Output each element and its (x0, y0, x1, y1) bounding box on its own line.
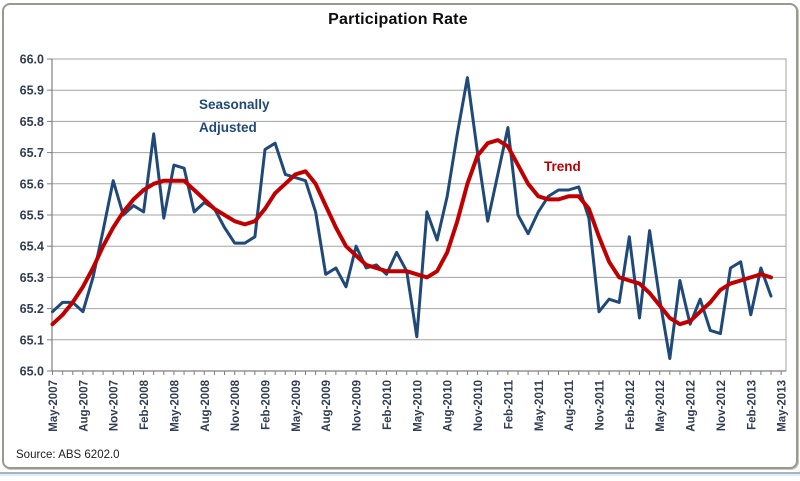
chart-title: Participation Rate (328, 11, 468, 28)
x-tick-label: Feb-2013 (746, 380, 758, 430)
tick-marks (47, 58, 782, 375)
x-tick-label: Nov-2011 (594, 379, 606, 430)
y-tick-label: 65.2 (20, 302, 44, 316)
y-tick-label: 65.3 (20, 271, 44, 285)
series-label-seasonally-adjusted: Seasonally Adjusted (199, 93, 270, 139)
x-tick-label: Aug-2007 (78, 380, 90, 432)
x-tick-label: Nov-2012 (716, 380, 728, 431)
x-axis-labels: May-2007 Aug-2007 Nov-2007 Feb-2008 May-2008… (48, 379, 789, 431)
series-label-trend: Trend (544, 159, 581, 174)
series-label-line2: Adjusted (199, 120, 257, 135)
x-tick-label: May-2007 (48, 380, 60, 432)
gridlines (52, 89, 786, 341)
y-tick-label: 65.0 (20, 365, 44, 379)
x-tick-label: Nov-2007 (109, 380, 121, 431)
x-tick-label: Feb-2011 (503, 379, 515, 429)
x-tick-label: May-2009 (291, 380, 303, 432)
x-tick-label: Feb-2009 (261, 380, 273, 430)
x-tick-label: May-2012 (655, 380, 667, 432)
x-tick-label: Aug-2012 (686, 380, 698, 432)
x-tick-label: May-2008 (169, 379, 181, 431)
y-tick-label: 65.9 (20, 84, 44, 98)
x-tick-label: Aug-2011 (564, 379, 576, 431)
y-tick-label: 65.5 (20, 209, 44, 223)
trend-line (50, 138, 773, 327)
x-tick-label: Aug-2010 (443, 380, 455, 432)
x-tick-label: Nov-2009 (352, 380, 364, 431)
seasonally-adjusted-line (51, 76, 773, 360)
y-tick-label: 65.6 (20, 177, 44, 191)
chart-frame (2, 3, 798, 469)
x-tick-label: May-2011 (534, 379, 546, 431)
x-tick-label: May-2013 (777, 380, 789, 432)
series-label-line1: Seasonally (199, 97, 270, 112)
x-tick-label: Nov-2008 (230, 379, 242, 431)
x-tick-label: Feb-2008 (139, 379, 151, 429)
y-tick-label: 65.4 (20, 240, 44, 254)
y-tick-label: 66.0 (20, 53, 44, 67)
x-tick-label: Feb-2012 (625, 380, 637, 430)
y-tick-label: 65.8 (20, 115, 44, 129)
source-note: Source: ABS 6202.0 (16, 449, 120, 461)
x-tick-label: May-2010 (412, 380, 424, 432)
x-tick-label: Aug-2009 (321, 380, 333, 432)
y-axis-labels: 66.0 65.9 65.8 65.7 65.6 65.5 65.4 65.3 65.2 65.1… (20, 53, 44, 379)
x-tick-label: Feb-2010 (382, 380, 394, 430)
bottom-divider (0, 472, 800, 476)
x-tick-label: Aug-2008 (200, 379, 212, 431)
y-tick-label: 65.1 (20, 333, 44, 347)
y-tick-label: 65.7 (20, 146, 44, 160)
x-tick-label: Nov-2010 (473, 380, 485, 431)
